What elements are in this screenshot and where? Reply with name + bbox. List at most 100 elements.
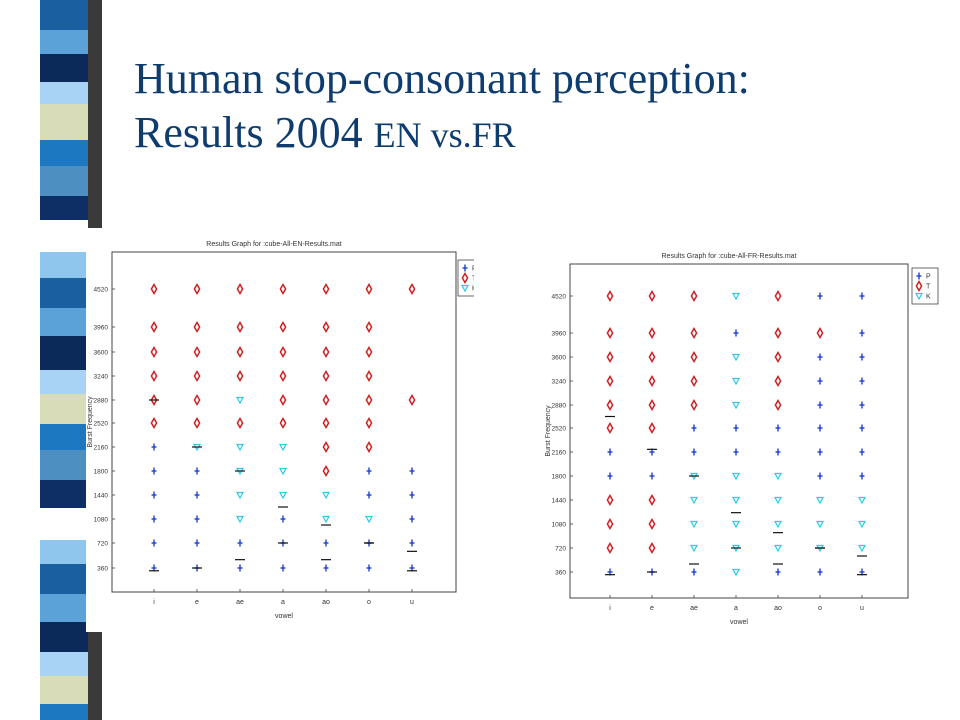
- y-tick-label: 720: [555, 546, 566, 553]
- x-axis-label: vowel: [275, 613, 293, 620]
- marker-t: [150, 417, 158, 429]
- marker-p: [775, 448, 781, 456]
- marker-k: [773, 496, 783, 505]
- marker-t: [365, 370, 373, 382]
- strip-block: [40, 594, 90, 622]
- marker-k: [815, 520, 825, 529]
- marker-p: [859, 329, 865, 337]
- marker-k: [914, 292, 924, 301]
- marker-t: [236, 370, 244, 382]
- y-tick-label: 360: [97, 566, 108, 573]
- x-tick-label: a: [734, 605, 738, 612]
- marker-p: [859, 424, 865, 432]
- legend-label: K: [472, 286, 474, 293]
- marker-t: [236, 417, 244, 429]
- marker-p: [733, 424, 739, 432]
- marker-k: [857, 520, 867, 529]
- marker-t: [236, 283, 244, 295]
- marker-p: [409, 539, 415, 547]
- marker-t: [322, 465, 330, 477]
- y-tick-label: 1080: [552, 522, 567, 529]
- marker-p: [237, 564, 243, 572]
- marker-t: [279, 417, 287, 429]
- y-tick-label: 3600: [94, 350, 109, 357]
- marker-k: [731, 496, 741, 505]
- marker-k: [689, 496, 699, 505]
- marker-p: [916, 272, 922, 280]
- marker-p: [691, 568, 697, 576]
- x-tick-label: i: [609, 605, 611, 612]
- marker-t: [322, 441, 330, 453]
- marker-t: [774, 290, 782, 302]
- marker-p: [366, 467, 372, 475]
- marker-t: [690, 375, 698, 387]
- y-tick-label: 2160: [94, 445, 109, 452]
- marker-t: [606, 375, 614, 387]
- marker-k: [460, 284, 470, 293]
- marker-p: [859, 448, 865, 456]
- marker-p: [194, 491, 200, 499]
- marker-p: [366, 564, 372, 572]
- marker-k: [689, 544, 699, 553]
- marker-t: [322, 394, 330, 406]
- strip-block: [40, 564, 90, 594]
- marker-t: [322, 370, 330, 382]
- chart-en: Results Graph for :cube-All-EN-Results.m…: [86, 228, 474, 632]
- marker-t: [150, 346, 158, 358]
- marker-p: [409, 467, 415, 475]
- x-tick-label: i: [153, 599, 155, 606]
- strip-block: [40, 424, 90, 450]
- marker-p: [733, 448, 739, 456]
- marker-t: [365, 346, 373, 358]
- marker-t: [648, 375, 656, 387]
- strip-block: [40, 676, 90, 704]
- marker-t: [606, 351, 614, 363]
- marker-p: [607, 472, 613, 480]
- marker-p: [280, 515, 286, 523]
- x-tick-label: e: [195, 599, 199, 606]
- boundary-marks: [149, 399, 417, 572]
- marker-p: [462, 264, 468, 272]
- marker-k: [731, 377, 741, 386]
- y-tick-label: 2520: [552, 426, 567, 433]
- marker-k: [364, 515, 374, 524]
- marker-p: [817, 377, 823, 385]
- x-tick-label: ao: [774, 605, 782, 612]
- marker-p: [817, 353, 823, 361]
- y-tick-label: 2160: [552, 450, 567, 457]
- y-tick-label: 1800: [552, 474, 567, 481]
- marker-t: [150, 370, 158, 382]
- strip-block: [40, 196, 90, 220]
- marker-t: [774, 351, 782, 363]
- plot-frame: [111, 251, 457, 593]
- y-tick-label: 3600: [552, 355, 567, 362]
- marker-k: [278, 443, 288, 452]
- marker-k: [731, 472, 741, 481]
- marker-p: [151, 515, 157, 523]
- title-line-1: Human stop-consonant perception:: [134, 54, 750, 103]
- legend-box: [457, 259, 474, 297]
- strip-block: [40, 450, 90, 480]
- marker-t: [236, 346, 244, 358]
- chart-background: [536, 236, 944, 636]
- y-tick-label: 360: [555, 570, 566, 577]
- marker-p: [817, 424, 823, 432]
- marker-t: [193, 283, 201, 295]
- marker-p: [151, 467, 157, 475]
- x-tick-label: ao: [322, 599, 330, 606]
- marker-t: [461, 272, 469, 284]
- strip-block: [40, 30, 90, 54]
- marker-t: [606, 542, 614, 554]
- title-line-2-main: Results 2004: [134, 108, 374, 157]
- marker-p: [151, 443, 157, 451]
- legend-label: K: [926, 294, 931, 301]
- marker-t: [193, 394, 201, 406]
- marker-t: [915, 280, 923, 292]
- marker-k: [235, 515, 245, 524]
- marker-p: [691, 448, 697, 456]
- y-tick-label: 3960: [94, 325, 109, 332]
- strip-block: [40, 54, 90, 82]
- y-tick-label: 3240: [94, 374, 109, 381]
- marker-t: [279, 370, 287, 382]
- marker-p: [409, 491, 415, 499]
